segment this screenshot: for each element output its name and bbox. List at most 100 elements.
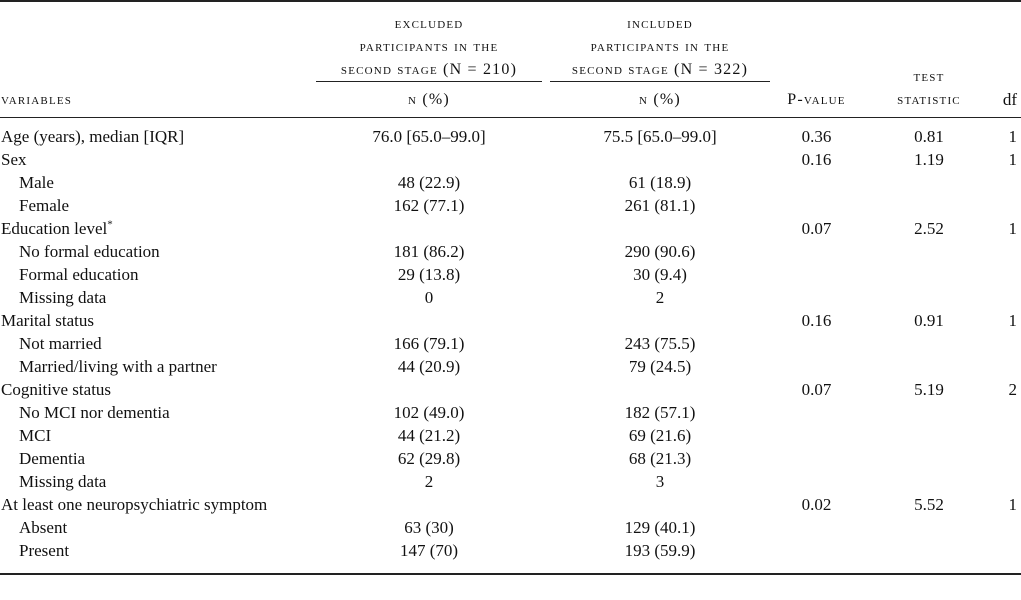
row-label: No formal education (19, 242, 160, 261)
cell (312, 309, 546, 332)
cell (546, 217, 774, 240)
cell (859, 401, 999, 424)
cell (774, 424, 859, 447)
cell: Married/living with a partner (0, 355, 312, 378)
cell: 243 (75.5) (546, 332, 774, 355)
cell: MCI (0, 424, 312, 447)
group-row: Marital status 0.16 0.91 1 (0, 309, 1021, 332)
cell (774, 539, 859, 574)
cell (859, 263, 999, 286)
header-cell: test statistic (859, 1, 999, 118)
cell (999, 240, 1021, 263)
included: 129 (40.1) (624, 518, 696, 537)
cell: 61 (18.9) (546, 171, 774, 194)
cell (859, 171, 999, 194)
header-unit: n (%) (639, 91, 681, 108)
cell: At least one neuropsychiatric symptom (0, 493, 312, 516)
sub-row: Absent 63 (30) 129 (40.1) (0, 516, 1021, 539)
row-label: Age (years), median [IQR] (1, 127, 185, 146)
cell: 0.91 (859, 309, 999, 332)
header-variables: variables (1, 91, 73, 108)
cell (999, 424, 1021, 447)
cell: 76.0 [65.0–99.0] (312, 118, 546, 149)
cell (999, 263, 1021, 286)
cell: 290 (90.6) (546, 240, 774, 263)
cell (999, 516, 1021, 539)
cell (312, 217, 546, 240)
cell (774, 516, 859, 539)
cell (859, 332, 999, 355)
cell (859, 286, 999, 309)
cell (859, 240, 999, 263)
cell: 0.16 (774, 309, 859, 332)
cell (999, 539, 1021, 574)
cell (774, 286, 859, 309)
p-value: 0.07 (801, 380, 832, 399)
cell: 1.19 (859, 148, 999, 171)
cell (859, 355, 999, 378)
cell: 1 (999, 217, 1021, 240)
cell (546, 148, 774, 171)
included: 243 (75.5) (624, 334, 696, 353)
excluded: 102 (49.0) (393, 403, 465, 422)
cell: 162 (77.1) (312, 194, 546, 217)
header-df: df (1002, 90, 1017, 109)
cell: Formal education (0, 263, 312, 286)
cell (859, 516, 999, 539)
cell: Dementia (0, 447, 312, 470)
included: 290 (90.6) (624, 242, 696, 261)
df: 1 (1008, 127, 1018, 146)
test-statistic: 0.81 (914, 127, 944, 146)
cell: Present (0, 539, 312, 574)
cell: Marital status (0, 309, 312, 332)
cell: Not married (0, 332, 312, 355)
row-label: Education level (1, 219, 108, 238)
cell (999, 447, 1021, 470)
cell: Cognitive status (0, 378, 312, 401)
cell: 1 (999, 118, 1021, 149)
cell (774, 171, 859, 194)
cell: 0.02 (774, 493, 859, 516)
row-label: Cognitive status (1, 380, 112, 399)
cell: 0 (312, 286, 546, 309)
test-statistic: 1.19 (914, 150, 944, 169)
included: 79 (24.5) (628, 357, 692, 376)
cell (546, 378, 774, 401)
cell: 2 (546, 286, 774, 309)
header-line: statistic (897, 91, 961, 108)
test-statistic: 5.52 (914, 495, 944, 514)
cell: 0.07 (774, 378, 859, 401)
cell (999, 470, 1021, 493)
sub-row: Married/living with a partner 44 (20.9) 79… (0, 355, 1021, 378)
cell: No formal education (0, 240, 312, 263)
cell (999, 401, 1021, 424)
excluded: 44 (21.2) (397, 426, 461, 445)
excluded: 62 (29.8) (397, 449, 461, 468)
sub-row: Male 48 (22.9) 61 (18.9) (0, 171, 1021, 194)
header-cell: P-value (774, 1, 859, 118)
included: 61 (18.9) (628, 173, 692, 192)
df: 1 (1008, 495, 1018, 514)
cell (312, 493, 546, 516)
cell (774, 401, 859, 424)
df: 1 (1008, 219, 1018, 238)
cell: 0.07 (774, 217, 859, 240)
df: 2 (1008, 380, 1018, 399)
cell (859, 470, 999, 493)
test-statistic: 2.52 (914, 219, 944, 238)
cell: No MCI nor dementia (0, 401, 312, 424)
cell: 2 (312, 470, 546, 493)
cell: 0.81 (859, 118, 999, 149)
cell: 261 (81.1) (546, 194, 774, 217)
cell: 48 (22.9) (312, 171, 546, 194)
cell (546, 309, 774, 332)
df: 1 (1008, 311, 1018, 330)
sub-row: Missing data 0 2 (0, 286, 1021, 309)
row-label: At least one neuropsychiatric symptom (1, 495, 268, 514)
cell (999, 332, 1021, 355)
included: 69 (21.6) (628, 426, 692, 445)
p-value: 0.36 (801, 127, 832, 146)
cell: 1 (999, 493, 1021, 516)
cell: 182 (57.1) (546, 401, 774, 424)
